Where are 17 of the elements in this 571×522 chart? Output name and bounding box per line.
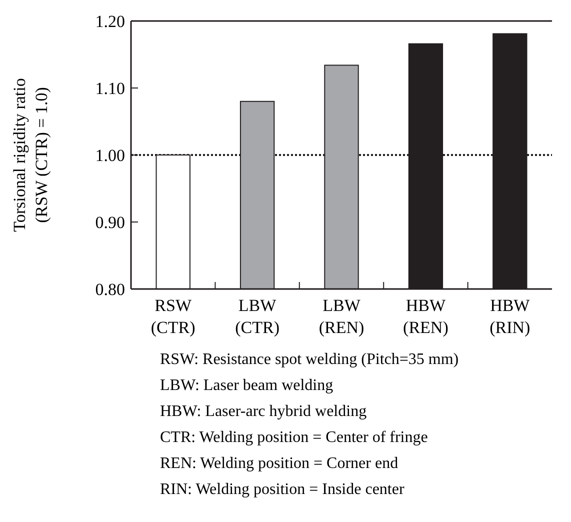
y-tick-label: 1.00: [95, 146, 125, 165]
text: LBW: Laser beam welding: [160, 377, 334, 394]
text: CTR: Welding position = Center of fringe: [160, 429, 428, 446]
text: HBW: Laser-arc hybrid welding: [160, 403, 367, 420]
y-tick-label: 1.20: [95, 12, 125, 31]
y-tick-label: 0.80: [95, 280, 125, 299]
y-tick-label: 0.90: [95, 212, 125, 232]
x-tick-label: HBW (RIN): [490, 296, 531, 337]
x-tick-label: LBW (CTR): [235, 296, 280, 337]
x-tick-label: HBW (REN): [403, 296, 448, 337]
y-tick-label: 1.10: [95, 78, 125, 98]
text: RSW: Resistance spot welding (Pitch=35 mm): [160, 351, 459, 368]
text: REN: Welding position = Corner end: [160, 455, 398, 472]
text: RIN: Welding position = Inside center: [160, 481, 405, 498]
y-axis-title: Torsional rigidity ratio (RSW (CTR) = 1.0): [10, 78, 51, 232]
x-tick-label: RSW (CTR): [150, 296, 196, 337]
x-tick-label: LBW (REN): [318, 296, 364, 337]
